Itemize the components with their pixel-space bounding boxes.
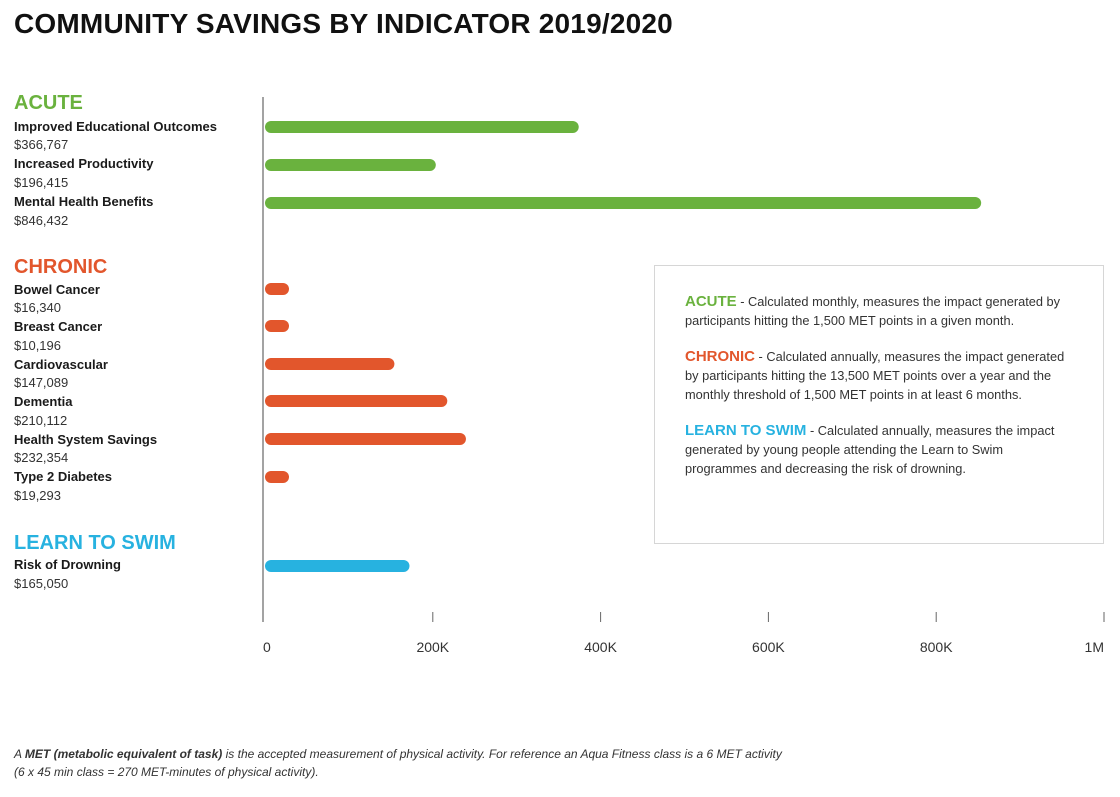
definition-acute-text: - Calculated monthly, measures the impac… [685,294,1061,328]
item-value-increased-productivity: $196,415 [14,175,69,190]
footnote-prefix: A [14,747,25,761]
item-label-improved-educational-outcomes: Improved Educational Outcomes [14,119,217,134]
definition-learn-to-swim: LEARN TO SWIM - Calculated annually, mea… [685,421,1073,478]
item-value-health-system-savings: $232,354 [14,450,69,465]
item-value-risk-of-drowning: $165,050 [14,576,69,591]
definition-acute: ACUTE - Calculated monthly, measures the… [685,292,1073,330]
item-value-bowel-cancer: $16,340 [14,300,61,315]
footnote-line-2: (6 x 45 min class = 270 MET-minutes of p… [14,765,319,779]
x-tick-label: 400K [584,639,617,655]
item-value-mental-health-benefits: $846,432 [14,213,69,228]
definition-chronic-text: - Calculated annually, measures the impa… [685,349,1065,402]
x-tick-label: 200K [416,639,449,655]
chart-title: COMMUNITY SAVINGS BY INDICATOR 2019/2020 [14,8,673,39]
item-value-dementia: $210,112 [14,413,68,428]
item-label-bowel-cancer: Bowel Cancer [14,282,100,297]
item-label-breast-cancer: Breast Cancer [14,319,103,334]
item-label-type-2-diabetes: Type 2 Diabetes [14,469,113,484]
definition-acute-key: ACUTE [685,293,737,310]
item-value-type-2-diabetes: $19,293 [14,488,61,503]
item-value-cardiovascular: $147,089 [14,375,69,390]
definition-chronic: CHRONIC - Calculated annually, measures … [685,347,1073,404]
x-tick-label: 1M [1085,639,1104,655]
group-title-learn-to-swim: LEARN TO SWIM [14,532,176,554]
bar-chart: 0 200K 400K 600K 800K 1M [262,97,1105,655]
x-tick-label: 600K [752,639,785,655]
item-label-cardiovascular: Cardiovascular [14,357,108,372]
item-value-breast-cancer: $10,196 [14,338,61,353]
footnote-line-1: is the accepted measurement of physical … [222,747,782,761]
item-label-health-system-savings: Health System Savings [14,432,158,447]
x-tick-label: 0 [263,639,271,655]
met-footnote: A MET (metabolic equivalent of task) is … [14,745,1014,781]
definition-chronic-key: CHRONIC [685,348,755,365]
definition-learn-to-swim-key: LEARN TO SWIM [685,422,807,439]
item-label-risk-of-drowning: Risk of Drowning [14,557,121,572]
item-label-increased-productivity: Increased Productivity [14,156,154,171]
definition-learn-to-swim-text: - Calculated annually, measures the impa… [685,423,1055,476]
group-title-acute: ACUTE [14,92,83,114]
footnote-met-term: MET (metabolic equivalent of task) [24,747,223,761]
item-label-dementia: Dementia [14,394,73,409]
definitions-box: ACUTE - Calculated monthly, measures the… [654,265,1104,544]
item-label-mental-health-benefits: Mental Health Benefits [14,194,154,209]
item-value-improved-educational-outcomes: $366,767 [14,137,69,152]
group-title-chronic: CHRONIC [14,256,108,278]
x-tick-label: 800K [920,639,953,655]
